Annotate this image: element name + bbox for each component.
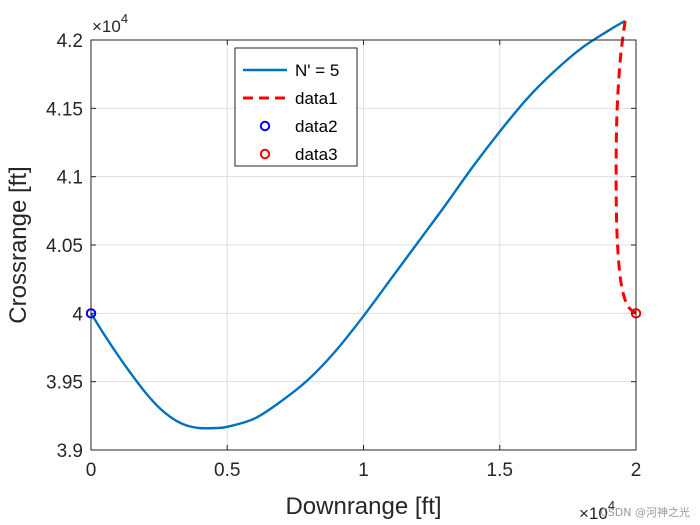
- y-tick-label: 3.9: [57, 441, 83, 462]
- x-tick-label: 0: [86, 460, 97, 481]
- y-axis-exponent: ×104: [92, 11, 128, 36]
- axis-ticks: 0 0.5 1 1.5 2 3.9 3.95 4 4.05 4.1 4.15 4.2: [46, 31, 641, 481]
- y-tick-label: 4.15: [46, 99, 83, 120]
- legend-entry-data1-label: data1: [295, 89, 338, 108]
- legend-box: [234, 47, 358, 167]
- x-tick-label: 0.5: [214, 460, 240, 481]
- y-tick-label: 3.95: [46, 373, 83, 394]
- series-data1-line: [614, 20, 637, 315]
- legend-entry-data2-label: data2: [295, 117, 338, 136]
- y-tick-label: 4.1: [57, 168, 83, 189]
- legend-entry-n-5-label: N' = 5: [295, 61, 339, 80]
- watermark: CSDN @河神之光: [600, 505, 690, 519]
- series-n-5-line: [89, 19, 626, 430]
- y-tick-label: 4.05: [46, 236, 83, 257]
- x-tick-label: 1: [358, 460, 369, 481]
- x-exponent-base: ×10: [579, 504, 608, 523]
- x-axis-exponent: ×104: [579, 498, 615, 523]
- legend: N' = 5 data1 data2 data3: [234, 47, 358, 167]
- x-tick-label: 1.5: [487, 460, 513, 481]
- legend-entry-data3-swatch: [259, 148, 271, 160]
- y-axis-label: Crossrange [ft]: [5, 166, 32, 323]
- legend-entry-data2-swatch: [259, 120, 271, 132]
- y-exponent-power: 4: [121, 11, 128, 26]
- y-tick-label: 4: [72, 304, 83, 325]
- y-exponent-base: ×10: [92, 17, 121, 36]
- x-tick-label: 2: [631, 460, 642, 481]
- y-tick-label: 4.2: [57, 31, 83, 52]
- x-exponent-power: 4: [608, 498, 615, 513]
- legend-entry-data3-label: data3: [295, 145, 338, 164]
- x-axis-label: Downrange [ft]: [285, 493, 441, 520]
